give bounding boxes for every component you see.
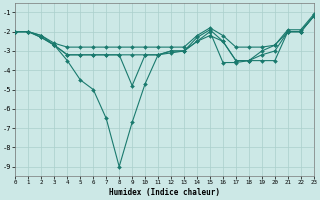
X-axis label: Humidex (Indice chaleur): Humidex (Indice chaleur) (109, 188, 220, 197)
